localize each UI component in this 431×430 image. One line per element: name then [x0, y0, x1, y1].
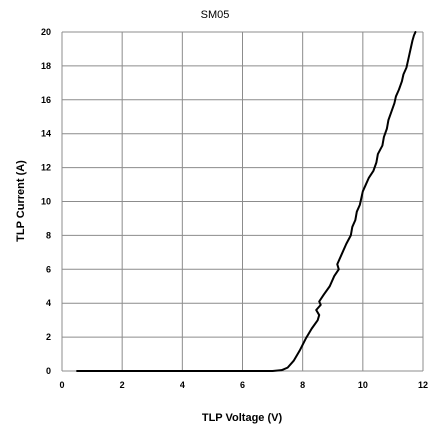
y-tick-label: 18: [41, 61, 51, 71]
tick-layer: 0 2 4 6 8 10 12 0 2 4 6 8 10 12 14 16 18 20: [41, 27, 428, 390]
x-tick-label: 8: [300, 380, 305, 390]
x-tick-label: 4: [180, 380, 185, 390]
y-tick-label: 14: [41, 129, 51, 139]
y-tick-label: 4: [46, 298, 51, 308]
x-tick-label: 0: [59, 380, 64, 390]
x-tick-label: 2: [120, 380, 125, 390]
x-axis-title: TLP Voltage (V): [202, 412, 283, 424]
y-tick-label: 16: [41, 95, 51, 105]
y-axis-title: TLP Current (A): [15, 160, 27, 242]
plot-layer: [76, 31, 417, 372]
y-tick-label: 6: [46, 264, 51, 274]
series-line: [76, 31, 417, 372]
chart-title: SM05: [201, 9, 230, 21]
y-tick-label: 8: [46, 230, 51, 240]
y-tick-label: 0: [46, 366, 51, 376]
x-tick-label: 6: [240, 380, 245, 390]
y-tick-label: 20: [41, 27, 51, 37]
y-tick-label: 10: [41, 197, 51, 207]
y-tick-label: 2: [46, 332, 51, 342]
y-tick-label: 12: [41, 163, 51, 173]
x-tick-label: 12: [418, 380, 428, 390]
grid-layer: [61, 31, 424, 372]
x-tick-label: 10: [358, 380, 368, 390]
